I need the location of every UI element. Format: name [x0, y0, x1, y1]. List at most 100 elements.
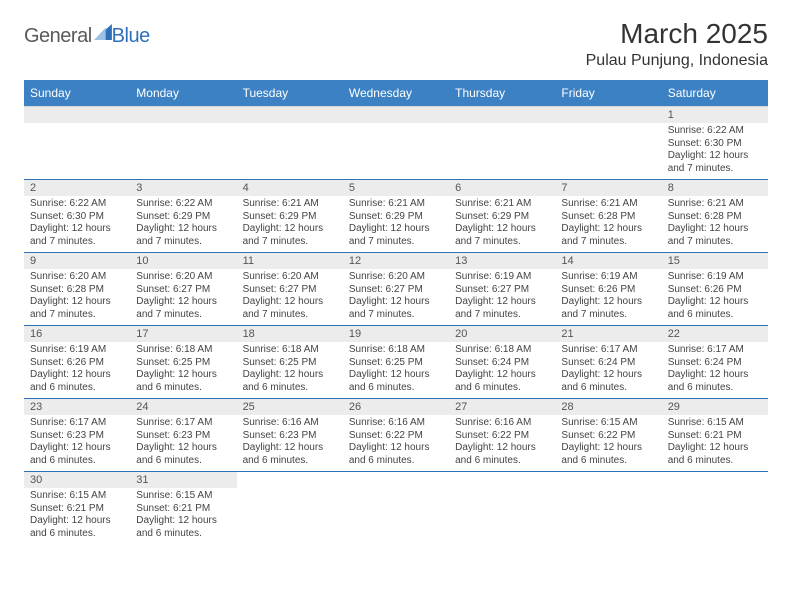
daylight-text: Daylight: 12 hours and 7 minutes.	[561, 223, 655, 248]
sunset-text: Sunset: 6:28 PM	[561, 211, 655, 224]
sunset-text: Sunset: 6:27 PM	[455, 284, 549, 297]
sunrise-text: Sunrise: 6:17 AM	[30, 417, 124, 430]
sunrise-text: Sunrise: 6:18 AM	[349, 344, 443, 357]
week-detail-row: Sunrise: 6:22 AMSunset: 6:30 PMDaylight:…	[24, 123, 768, 180]
brand-logo: General Blue	[24, 24, 150, 48]
week-daynum-row: 3031	[24, 472, 768, 489]
daylight-text: Daylight: 12 hours and 6 minutes.	[243, 442, 337, 467]
day-number-cell: 6	[449, 180, 555, 197]
daylight-text: Daylight: 12 hours and 6 minutes.	[30, 369, 124, 394]
day-detail-cell: Sunrise: 6:18 AMSunset: 6:25 PMDaylight:…	[237, 342, 343, 399]
day-detail-cell: Sunrise: 6:20 AMSunset: 6:27 PMDaylight:…	[343, 269, 449, 326]
day-number-cell: 9	[24, 253, 130, 270]
daylight-text: Daylight: 12 hours and 7 minutes.	[349, 296, 443, 321]
location-text: Pulau Punjung, Indonesia	[586, 52, 768, 70]
day-number-cell: 17	[130, 326, 236, 343]
daylight-text: Daylight: 12 hours and 6 minutes.	[668, 296, 762, 321]
day-detail-cell	[662, 488, 768, 544]
week-daynum-row: 9101112131415	[24, 253, 768, 270]
sunrise-text: Sunrise: 6:18 AM	[455, 344, 549, 357]
day-number-cell: 1	[662, 107, 768, 124]
day-number-cell: 16	[24, 326, 130, 343]
day-detail-cell: Sunrise: 6:21 AMSunset: 6:28 PMDaylight:…	[662, 196, 768, 253]
daylight-text: Daylight: 12 hours and 6 minutes.	[30, 515, 124, 540]
week-detail-row: Sunrise: 6:17 AMSunset: 6:23 PMDaylight:…	[24, 415, 768, 472]
sunrise-text: Sunrise: 6:21 AM	[243, 198, 337, 211]
sunrise-text: Sunrise: 6:20 AM	[136, 271, 230, 284]
day-number-cell	[449, 107, 555, 124]
day-detail-cell	[343, 123, 449, 180]
daylight-text: Daylight: 12 hours and 6 minutes.	[243, 369, 337, 394]
daylight-text: Daylight: 12 hours and 7 minutes.	[349, 223, 443, 248]
sunrise-text: Sunrise: 6:19 AM	[455, 271, 549, 284]
day-number-cell	[343, 472, 449, 489]
day-detail-cell: Sunrise: 6:17 AMSunset: 6:24 PMDaylight:…	[662, 342, 768, 399]
daylight-text: Daylight: 12 hours and 6 minutes.	[455, 369, 549, 394]
sunrise-text: Sunrise: 6:21 AM	[668, 198, 762, 211]
day-detail-cell: Sunrise: 6:15 AMSunset: 6:22 PMDaylight:…	[555, 415, 661, 472]
daylight-text: Daylight: 12 hours and 7 minutes.	[136, 296, 230, 321]
day-detail-cell: Sunrise: 6:17 AMSunset: 6:23 PMDaylight:…	[130, 415, 236, 472]
sunrise-text: Sunrise: 6:19 AM	[30, 344, 124, 357]
sunrise-text: Sunrise: 6:15 AM	[30, 490, 124, 503]
daylight-text: Daylight: 12 hours and 6 minutes.	[455, 442, 549, 467]
daylight-text: Daylight: 12 hours and 6 minutes.	[349, 442, 443, 467]
week-daynum-row: 1	[24, 107, 768, 124]
day-number-cell: 14	[555, 253, 661, 270]
sunrise-text: Sunrise: 6:21 AM	[561, 198, 655, 211]
daylight-text: Daylight: 12 hours and 6 minutes.	[668, 442, 762, 467]
day-detail-cell: Sunrise: 6:19 AMSunset: 6:26 PMDaylight:…	[24, 342, 130, 399]
day-detail-cell	[237, 488, 343, 544]
sunset-text: Sunset: 6:23 PM	[30, 430, 124, 443]
daylight-text: Daylight: 12 hours and 6 minutes.	[136, 369, 230, 394]
day-detail-cell: Sunrise: 6:16 AMSunset: 6:22 PMDaylight:…	[343, 415, 449, 472]
daylight-text: Daylight: 12 hours and 7 minutes.	[243, 223, 337, 248]
sunset-text: Sunset: 6:21 PM	[30, 503, 124, 516]
week-daynum-row: 23242526272829	[24, 399, 768, 416]
day-detail-cell: Sunrise: 6:18 AMSunset: 6:24 PMDaylight:…	[449, 342, 555, 399]
day-number-cell: 22	[662, 326, 768, 343]
day-detail-cell: Sunrise: 6:21 AMSunset: 6:29 PMDaylight:…	[237, 196, 343, 253]
day-number-cell: 13	[449, 253, 555, 270]
sunrise-text: Sunrise: 6:16 AM	[349, 417, 443, 430]
day-number-cell: 11	[237, 253, 343, 270]
daylight-text: Daylight: 12 hours and 7 minutes.	[243, 296, 337, 321]
day-number-cell	[237, 472, 343, 489]
sunrise-text: Sunrise: 6:15 AM	[561, 417, 655, 430]
day-detail-cell: Sunrise: 6:22 AMSunset: 6:29 PMDaylight:…	[130, 196, 236, 253]
brand-part1: General	[24, 25, 92, 48]
calendar-table: Sunday Monday Tuesday Wednesday Thursday…	[24, 80, 768, 544]
sunset-text: Sunset: 6:29 PM	[243, 211, 337, 224]
sunset-text: Sunset: 6:30 PM	[30, 211, 124, 224]
day-detail-cell: Sunrise: 6:16 AMSunset: 6:23 PMDaylight:…	[237, 415, 343, 472]
week-detail-row: Sunrise: 6:22 AMSunset: 6:30 PMDaylight:…	[24, 196, 768, 253]
sunset-text: Sunset: 6:22 PM	[349, 430, 443, 443]
day-detail-cell: Sunrise: 6:20 AMSunset: 6:27 PMDaylight:…	[237, 269, 343, 326]
day-number-cell	[449, 472, 555, 489]
sunrise-text: Sunrise: 6:21 AM	[455, 198, 549, 211]
sunrise-text: Sunrise: 6:19 AM	[668, 271, 762, 284]
daylight-text: Daylight: 12 hours and 6 minutes.	[668, 369, 762, 394]
daylight-text: Daylight: 12 hours and 7 minutes.	[455, 296, 549, 321]
sunrise-text: Sunrise: 6:18 AM	[243, 344, 337, 357]
sunrise-text: Sunrise: 6:22 AM	[668, 125, 762, 138]
day-detail-cell	[237, 123, 343, 180]
week-detail-row: Sunrise: 6:19 AMSunset: 6:26 PMDaylight:…	[24, 342, 768, 399]
sunset-text: Sunset: 6:25 PM	[243, 357, 337, 370]
sunset-text: Sunset: 6:29 PM	[349, 211, 443, 224]
sunset-text: Sunset: 6:28 PM	[668, 211, 762, 224]
day-detail-cell	[555, 123, 661, 180]
daylight-text: Daylight: 12 hours and 7 minutes.	[30, 223, 124, 248]
day-detail-cell: Sunrise: 6:15 AMSunset: 6:21 PMDaylight:…	[130, 488, 236, 544]
day-detail-cell: Sunrise: 6:16 AMSunset: 6:22 PMDaylight:…	[449, 415, 555, 472]
sunset-text: Sunset: 6:23 PM	[243, 430, 337, 443]
day-detail-cell	[343, 488, 449, 544]
sunset-text: Sunset: 6:24 PM	[561, 357, 655, 370]
day-detail-cell	[555, 488, 661, 544]
day-number-cell: 19	[343, 326, 449, 343]
day-detail-cell: Sunrise: 6:20 AMSunset: 6:27 PMDaylight:…	[130, 269, 236, 326]
week-daynum-row: 16171819202122	[24, 326, 768, 343]
sunset-text: Sunset: 6:25 PM	[349, 357, 443, 370]
day-number-cell: 27	[449, 399, 555, 416]
daylight-text: Daylight: 12 hours and 6 minutes.	[561, 442, 655, 467]
